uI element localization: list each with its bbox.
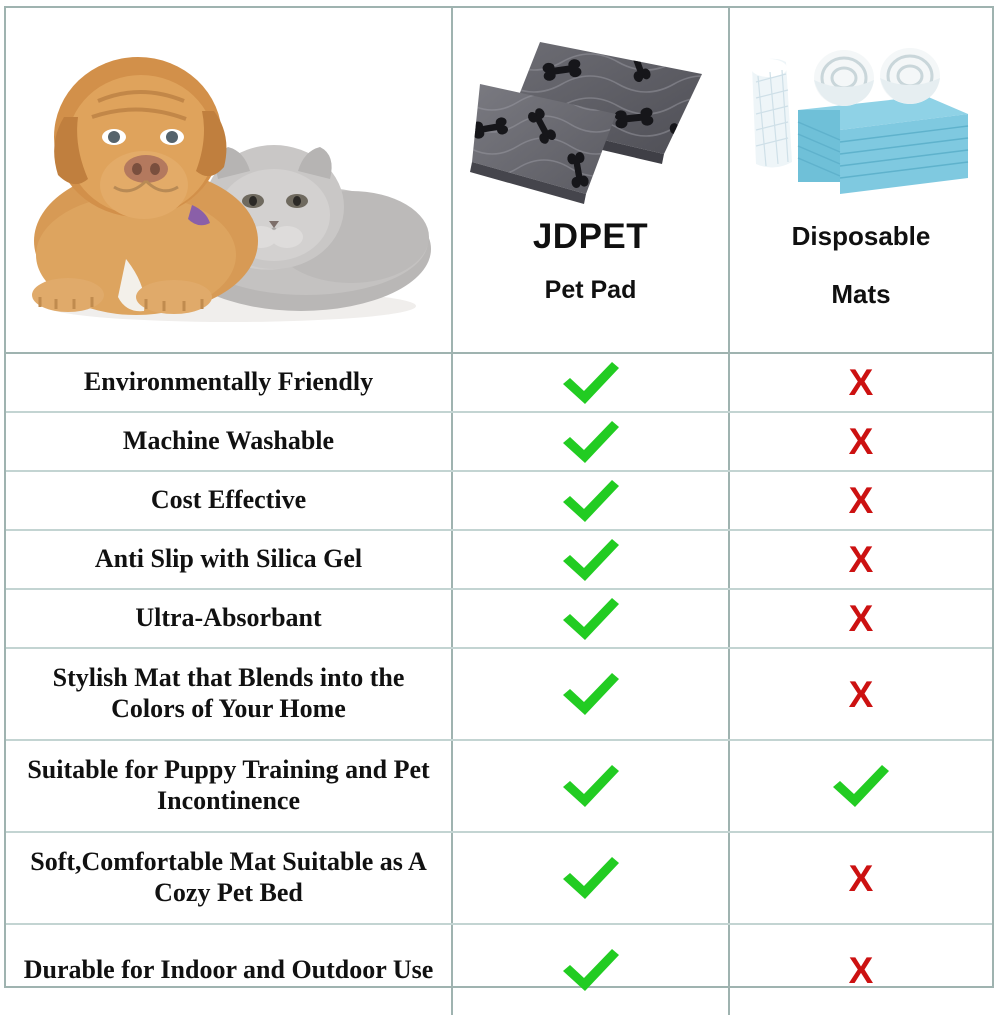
jdpet-brand-subtitle: Pet Pad	[544, 276, 637, 304]
table-row: Stylish Mat that Blends into the Colors …	[6, 649, 992, 741]
feature-label-cell: Ultra-Absorbant	[6, 590, 453, 647]
feature-label-cell: Machine Washable	[6, 413, 453, 470]
feature-label: Suitable for Puppy Training and Pet Inco…	[27, 755, 430, 815]
disposable-mark-cell: X	[730, 925, 992, 1015]
feature-label-cell: Environmentally Friendly	[6, 354, 453, 411]
disposable-mark-cell: X	[730, 833, 992, 923]
red-cross-icon: X	[848, 598, 874, 639]
red-cross-icon: X	[848, 539, 874, 580]
feature-rows: Environmentally Friendly X Machine Washa…	[6, 354, 992, 1015]
jdpet-mark-cell	[453, 833, 730, 923]
green-checkmark-icon	[562, 361, 619, 404]
jdpet-mark-cell	[453, 472, 730, 529]
feature-label: Soft,Comfortable Mat Suitable as A Cozy …	[30, 847, 427, 907]
feature-label-cell: Soft,Comfortable Mat Suitable as A Cozy …	[6, 833, 453, 923]
green-checkmark-icon	[562, 479, 619, 522]
feature-label: Environmentally Friendly	[83, 367, 374, 397]
jdpet-mark-cell	[453, 649, 730, 739]
green-checkmark-icon	[562, 420, 619, 463]
table-row: Cost Effective X	[6, 472, 992, 531]
feature-label: Ultra-Absorbant	[135, 603, 322, 633]
jdpet-mark-cell	[453, 925, 730, 1015]
feature-label: Stylish Mat that Blends into the Colors …	[52, 663, 405, 723]
product-comparison-table: JDPET Pet Pad	[4, 6, 994, 1015]
header-cell-jdpet: JDPET Pet Pad	[453, 8, 730, 352]
table-row: Durable for Indoor and Outdoor Use X	[6, 925, 992, 1015]
disposable-mats-image	[736, 22, 986, 217]
dog-and-cat-illustration	[6, 9, 451, 351]
red-cross-icon: X	[848, 362, 874, 403]
disposable-mark-cell: X	[730, 472, 992, 529]
jdpet-pad-image	[466, 22, 716, 217]
red-cross-icon: X	[848, 480, 874, 521]
jdpet-brand-title: JDPET	[532, 217, 649, 256]
blue-disposable-pads-illustration	[751, 48, 969, 194]
red-cross-icon: X	[848, 673, 874, 715]
feature-label: Cost Effective	[150, 485, 307, 515]
pets-photo	[6, 9, 451, 351]
table-header-row: JDPET Pet Pad	[6, 8, 992, 354]
header-cell-pets-photo	[6, 8, 453, 352]
feature-label-cell: Anti Slip with Silica Gel	[6, 531, 453, 588]
jdpet-mark-cell	[453, 590, 730, 647]
disposable-subtitle: Mats	[831, 279, 891, 309]
jdpet-mark-cell	[453, 354, 730, 411]
green-checkmark-icon	[562, 597, 619, 640]
green-checkmark-icon	[562, 538, 619, 581]
feature-label: Durable for Indoor and Outdoor Use	[23, 954, 434, 984]
disposable-mark-cell: X	[730, 413, 992, 470]
gray-pet-pad-illustration	[469, 42, 702, 204]
disposable-mark-cell: X	[730, 531, 992, 588]
red-cross-icon: X	[848, 421, 874, 462]
feature-label-cell: Stylish Mat that Blends into the Colors …	[6, 649, 453, 739]
table-row: Machine Washable X	[6, 413, 992, 472]
table-row: Environmentally Friendly X	[6, 354, 992, 413]
header-cell-disposable: Disposable Mats	[730, 8, 992, 352]
green-checkmark-icon	[562, 765, 619, 807]
disposable-mark-cell: X	[730, 649, 992, 739]
green-checkmark-icon	[562, 857, 619, 899]
red-cross-icon: X	[848, 949, 874, 991]
green-checkmark-icon	[833, 765, 889, 807]
table-row: Ultra-Absorbant X	[6, 590, 992, 649]
feature-label-cell: Durable for Indoor and Outdoor Use	[6, 925, 453, 1015]
jdpet-mark-cell	[453, 531, 730, 588]
green-checkmark-icon	[562, 949, 619, 991]
feature-label-cell: Cost Effective	[6, 472, 453, 529]
table-row: Suitable for Puppy Training and Pet Inco…	[6, 741, 992, 833]
table-row: Soft,Comfortable Mat Suitable as A Cozy …	[6, 833, 992, 925]
green-checkmark-icon	[562, 673, 619, 715]
disposable-title: Disposable	[791, 221, 931, 251]
feature-label-cell: Suitable for Puppy Training and Pet Inco…	[6, 741, 453, 831]
disposable-mark-cell: X	[730, 590, 992, 647]
disposable-mark-cell: X	[730, 354, 992, 411]
feature-label: Anti Slip with Silica Gel	[94, 544, 363, 574]
disposable-mark-cell	[730, 741, 992, 831]
table-row: Anti Slip with Silica Gel X	[6, 531, 992, 590]
red-cross-icon: X	[848, 857, 874, 899]
jdpet-mark-cell	[453, 413, 730, 470]
feature-label: Machine Washable	[122, 426, 335, 456]
jdpet-mark-cell	[453, 741, 730, 831]
